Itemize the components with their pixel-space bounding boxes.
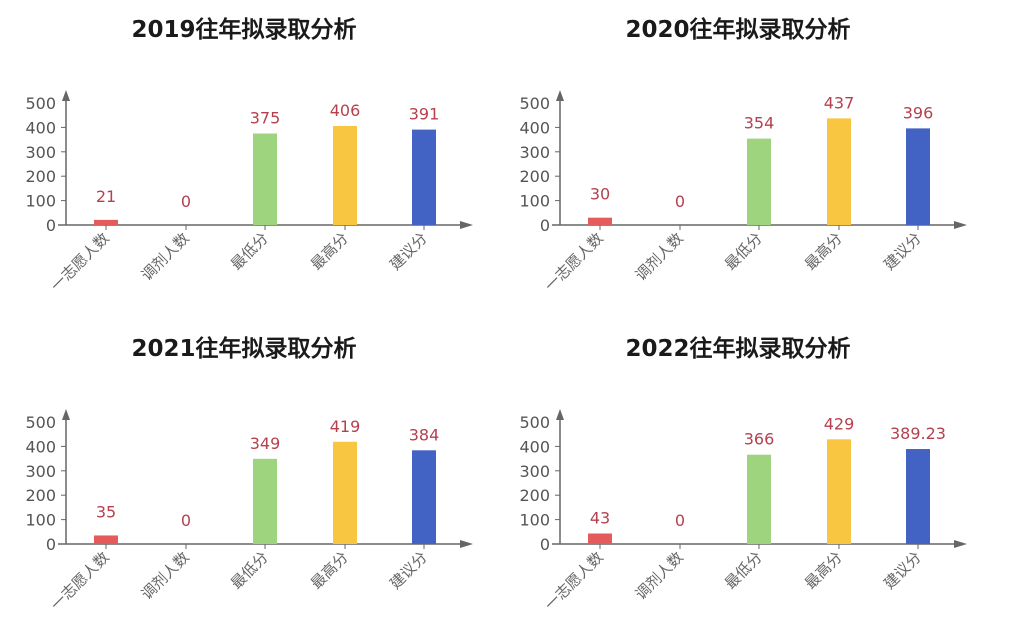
- y-tick-label: 500: [519, 94, 550, 113]
- chart-panel-2021: 2021往年拟录取分析 0 100 200 300 400 500 35 一志愿人数 0 调剂人数…: [0, 319, 512, 640]
- bar: [588, 533, 612, 544]
- y-tick-label: 300: [519, 462, 550, 481]
- x-category-label: 一志愿人数: [541, 548, 607, 614]
- y-axis-arrow-icon: [556, 409, 564, 420]
- bar-chart: 010020030040050021一志愿人数0调剂人数375最低分406最高分…: [25, 90, 473, 295]
- bar: [333, 125, 357, 225]
- x-category-label: 调剂人数: [632, 548, 687, 603]
- x-category-label: 建议分: [880, 548, 925, 593]
- y-axis-arrow-icon: [62, 409, 70, 420]
- y-tick-label: 500: [25, 94, 56, 113]
- bar-value-label: 391: [409, 105, 440, 124]
- bar-value-label: 354: [744, 114, 775, 133]
- bar-value-label: 437: [824, 93, 855, 112]
- y-tick-label: 200: [25, 167, 56, 186]
- bar-value-label: 406: [330, 101, 361, 120]
- bar-value-label: 0: [675, 192, 685, 211]
- x-category-label: 最高分: [801, 229, 846, 274]
- bar-value-label: 375: [250, 109, 281, 128]
- bar-value-label: 35: [96, 502, 116, 521]
- bar-value-label: 429: [824, 414, 855, 433]
- x-category-label: 最低分: [721, 229, 766, 274]
- y-tick-label: 0: [46, 216, 56, 235]
- chart-title: 2019往年拟录取分析: [131, 17, 357, 43]
- bar: [412, 129, 436, 225]
- y-tick-label: 300: [25, 143, 56, 162]
- y-tick-label: 500: [25, 413, 56, 432]
- y-axis-arrow-icon: [62, 90, 70, 101]
- chart-panel-2022: 2022往年拟录取分析 0 100 200 300 400 500 43 一志愿人数 0 调剂人数…: [0, 319, 967, 640]
- bar: [94, 535, 118, 544]
- y-tick-label: 100: [25, 192, 56, 211]
- bar-value-label: 366: [744, 430, 775, 449]
- bar: [827, 118, 851, 225]
- bar: [333, 441, 357, 544]
- y-tick-label: 400: [25, 118, 56, 137]
- bar-value-label: 30: [590, 185, 610, 204]
- chart-title: 2022往年拟录取分析: [625, 336, 851, 362]
- y-tick-label: 200: [519, 486, 550, 505]
- x-axis-arrow-icon: [460, 221, 473, 229]
- x-category-label: 调剂人数: [632, 229, 687, 284]
- bar-value-label: 396: [903, 103, 934, 122]
- bar-value-label: 21: [96, 187, 116, 206]
- y-tick-label: 100: [519, 511, 550, 530]
- bar-value-label: 389.23: [890, 424, 946, 443]
- y-tick-label: 200: [519, 167, 550, 186]
- x-axis-arrow-icon: [460, 540, 473, 548]
- bar-value-label: 384: [409, 425, 440, 444]
- bar: [253, 458, 277, 544]
- bar: [827, 439, 851, 544]
- x-category-label: 最低分: [721, 548, 766, 593]
- bar-value-label: 0: [181, 192, 191, 211]
- bar: [906, 128, 930, 225]
- x-category-label: 建议分: [880, 229, 925, 274]
- y-tick-label: 100: [519, 192, 550, 211]
- bar-value-label: 43: [590, 509, 610, 528]
- x-category-label: 一志愿人数: [541, 229, 607, 295]
- y-tick-label: 200: [25, 486, 56, 505]
- bar-chart: 010020030040050030一志愿人数0调剂人数354最低分437最高分…: [519, 90, 967, 295]
- bar: [94, 219, 118, 225]
- bar: [412, 450, 436, 544]
- chart-title: 2021往年拟录取分析: [131, 336, 357, 362]
- bar-chart: 010020030040050043一志愿人数0调剂人数366最低分429最高分…: [519, 409, 967, 614]
- chart-panel-2020: 2020往年拟录取分析 0 100 200 300 400 500 30 一志愿人数 0 调剂人数…: [0, 0, 967, 321]
- y-tick-label: 300: [25, 462, 56, 481]
- y-tick-label: 300: [519, 143, 550, 162]
- x-category-label: 最高分: [801, 548, 846, 593]
- bar: [747, 454, 771, 544]
- chart-title: 2020往年拟录取分析: [625, 17, 851, 43]
- y-tick-label: 500: [519, 413, 550, 432]
- bar-value-label: 349: [250, 434, 281, 453]
- y-tick-label: 0: [540, 216, 550, 235]
- bar: [906, 449, 930, 544]
- bar-chart: 010020030040050035一志愿人数0调剂人数349最低分419最高分…: [25, 409, 473, 614]
- bar: [747, 138, 771, 225]
- x-axis-arrow-icon: [954, 540, 967, 548]
- bar-value-label: 419: [330, 417, 361, 436]
- bar: [588, 217, 612, 225]
- y-tick-label: 0: [540, 535, 550, 554]
- y-tick-label: 400: [25, 437, 56, 456]
- bar-value-label: 0: [181, 511, 191, 530]
- y-tick-label: 100: [25, 511, 56, 530]
- x-axis-arrow-icon: [954, 221, 967, 229]
- y-tick-label: 400: [519, 118, 550, 137]
- bar: [253, 133, 277, 225]
- chart-panel-2019: 2019往年拟录取分析 0 100 200 300 400 500 21 一志愿人数 0 调剂人数…: [0, 0, 512, 321]
- y-axis-arrow-icon: [556, 90, 564, 101]
- y-tick-label: 400: [519, 437, 550, 456]
- bar-value-label: 0: [675, 511, 685, 530]
- y-tick-label: 0: [46, 535, 56, 554]
